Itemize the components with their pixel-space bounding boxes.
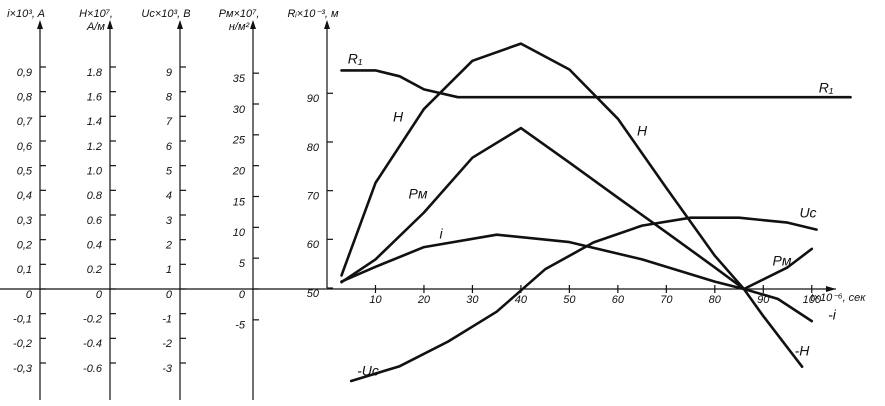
y-tick-label: 0,3 (17, 215, 33, 227)
y-tick-label: 1.6 (87, 92, 103, 104)
y-axis-label: Pм×10⁷, (219, 8, 260, 20)
y-tick-label: 20 (232, 166, 246, 178)
x-arrow (826, 286, 836, 292)
y-tick-label: 3 (166, 215, 173, 227)
y-tick-label: 0,2 (17, 240, 32, 252)
y-tick-label: 5 (239, 258, 246, 270)
y-tick-label: -0,3 (13, 363, 33, 375)
annotation: -H (795, 343, 811, 359)
y-tick-label: 30 (233, 104, 246, 116)
x-tick-label: 80 (709, 294, 722, 306)
curve (340, 126, 814, 291)
y-tick-label: 0 (239, 289, 246, 301)
y-arrow (107, 20, 113, 29)
y-tick-label: 0 (96, 289, 103, 301)
curve-label: Uc (799, 205, 816, 221)
y-arrow (37, 20, 43, 29)
y-tick-label: -5 (235, 320, 246, 332)
curve (340, 233, 814, 323)
y-tick-label: 25 (232, 135, 246, 147)
y-tick-label: -0.4 (83, 338, 102, 350)
y-tick-label: 0,8 (17, 92, 33, 104)
y-axis-label: Uc×10³, B (141, 8, 190, 20)
y-tick-label: 1.4 (87, 116, 102, 128)
y-tick-label: 6 (166, 141, 173, 153)
curve (340, 42, 804, 368)
y-tick-label: -3 (162, 363, 173, 375)
annotation: H (637, 123, 648, 139)
y-tick-label: -0.6 (83, 363, 103, 375)
annotation: Pм (773, 253, 792, 269)
y-axis-label: н/м² (229, 21, 250, 33)
y-tick-label: 50 (307, 288, 320, 300)
y-tick-label: 0,7 (17, 116, 33, 128)
y-tick-label: 1.0 (87, 166, 103, 178)
y-tick-label: 0,4 (17, 190, 32, 202)
y-axis-label: H×10⁷, (79, 8, 113, 20)
y-tick-label: 0,6 (17, 141, 33, 153)
y-axis-label: A/м (86, 21, 105, 33)
x-tick-label: 30 (466, 294, 479, 306)
y-tick-label: 0.4 (87, 240, 102, 252)
y-tick-label: 0,1 (17, 264, 32, 276)
y-tick-label: 0.8 (87, 190, 103, 202)
y-tick-label: 1.8 (87, 67, 103, 79)
y-tick-label: 4 (166, 190, 172, 202)
curve (340, 69, 852, 99)
x-tick-label: 70 (660, 294, 673, 306)
y-tick-label: -1 (162, 314, 172, 326)
y-tick-label: -0,2 (13, 338, 32, 350)
y-axis-label: i×10³, A (7, 8, 45, 20)
y-tick-label: 2 (165, 240, 172, 252)
y-tick-label: 70 (307, 191, 320, 203)
x-tick-label: 40 (515, 294, 528, 306)
y-tick-label: -0,1 (13, 314, 32, 326)
curve-label: i (439, 226, 443, 242)
y-tick-label: 0.2 (87, 264, 102, 276)
y-tick-label: 8 (166, 92, 173, 104)
y-tick-label: 9 (166, 67, 172, 79)
annotation: R₁ (819, 80, 834, 96)
y-tick-label: 0,9 (17, 67, 32, 79)
y-axis-label: Rᵢ×10⁻³, м (287, 8, 339, 20)
y-tick-label: 0 (166, 289, 173, 301)
y-tick-label: 7 (166, 116, 173, 128)
y-arrow (324, 20, 330, 29)
y-tick-label: 0.6 (87, 215, 103, 227)
y-tick-label: -0.2 (83, 314, 102, 326)
y-tick-label: 0 (26, 289, 33, 301)
y-arrow (177, 20, 183, 29)
x-tick-label: 100 (803, 294, 822, 306)
curve (349, 216, 818, 383)
annotation: -Uc (357, 363, 379, 379)
y-tick-label: 60 (307, 239, 320, 251)
y-tick-label: 80 (307, 142, 320, 154)
y-tick-label: 15 (233, 196, 246, 208)
y-tick-label: 5 (166, 166, 173, 178)
annotation: -i (828, 307, 837, 323)
y-tick-label: 90 (307, 93, 320, 105)
y-tick-label: 10 (233, 227, 246, 239)
y-tick-label: -2 (162, 338, 172, 350)
y-arrow (250, 20, 256, 29)
x-tick-label: 10 (369, 294, 382, 306)
x-tick-label: 50 (563, 294, 576, 306)
x-tick-label: 60 (612, 294, 625, 306)
curve-label: R₁ (348, 51, 363, 67)
y-tick-label: 1.2 (87, 141, 102, 153)
y-tick-label: 0,5 (17, 166, 33, 178)
y-tick-label: 35 (233, 73, 246, 85)
x-tick-label: 20 (417, 294, 431, 306)
curve-label: Pм (409, 186, 428, 202)
x-axis-label: t×10⁻⁶, сек (810, 292, 866, 304)
y-tick-label: 1 (166, 264, 172, 276)
curve-label: H (393, 109, 404, 125)
